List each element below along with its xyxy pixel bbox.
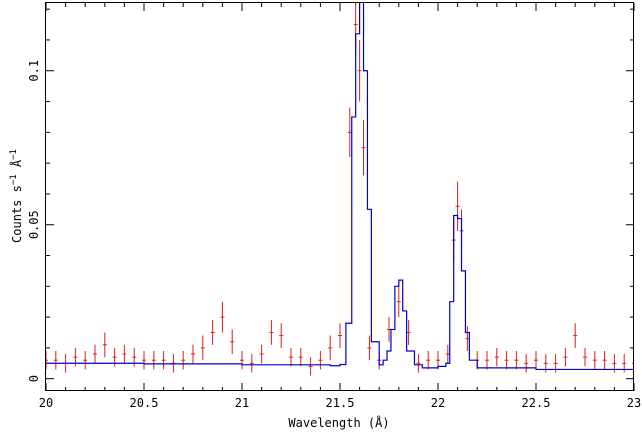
axis-ticks: [45, 3, 635, 391]
x-tick-label: 20: [39, 396, 53, 410]
x-tick-label: 20.5: [130, 396, 159, 410]
y-tick-label: 0: [27, 375, 41, 382]
x-axis-label: Wavelength (Å): [288, 415, 389, 430]
y-axis-label-exp2: −1: [9, 149, 19, 160]
x-tick-label: 23: [627, 396, 641, 410]
y-axis-label-angstrom: Å: [9, 159, 24, 174]
model-line: [46, 3, 634, 371]
x-tick-label: 22: [431, 396, 445, 410]
x-tick-label: 21.5: [326, 396, 355, 410]
x-tick-labels: 20 20.5 21 21.5 22 22.5 23: [39, 396, 641, 410]
y-axis-label-counts: Counts s: [10, 185, 24, 243]
data-series: [46, 3, 634, 376]
x-tick-label: 22.5: [522, 396, 551, 410]
y-tick-labels: 0 0.05 0.1: [27, 60, 41, 382]
y-tick-label: 0.05: [27, 210, 41, 239]
x-tick-label: 21: [235, 396, 249, 410]
y-axis-label-exp1: −1: [9, 174, 19, 185]
y-axis-label: Counts s−1 Å−1: [9, 149, 24, 243]
plot-content: [46, 3, 634, 376]
y-tick-label: 0.1: [27, 60, 41, 82]
